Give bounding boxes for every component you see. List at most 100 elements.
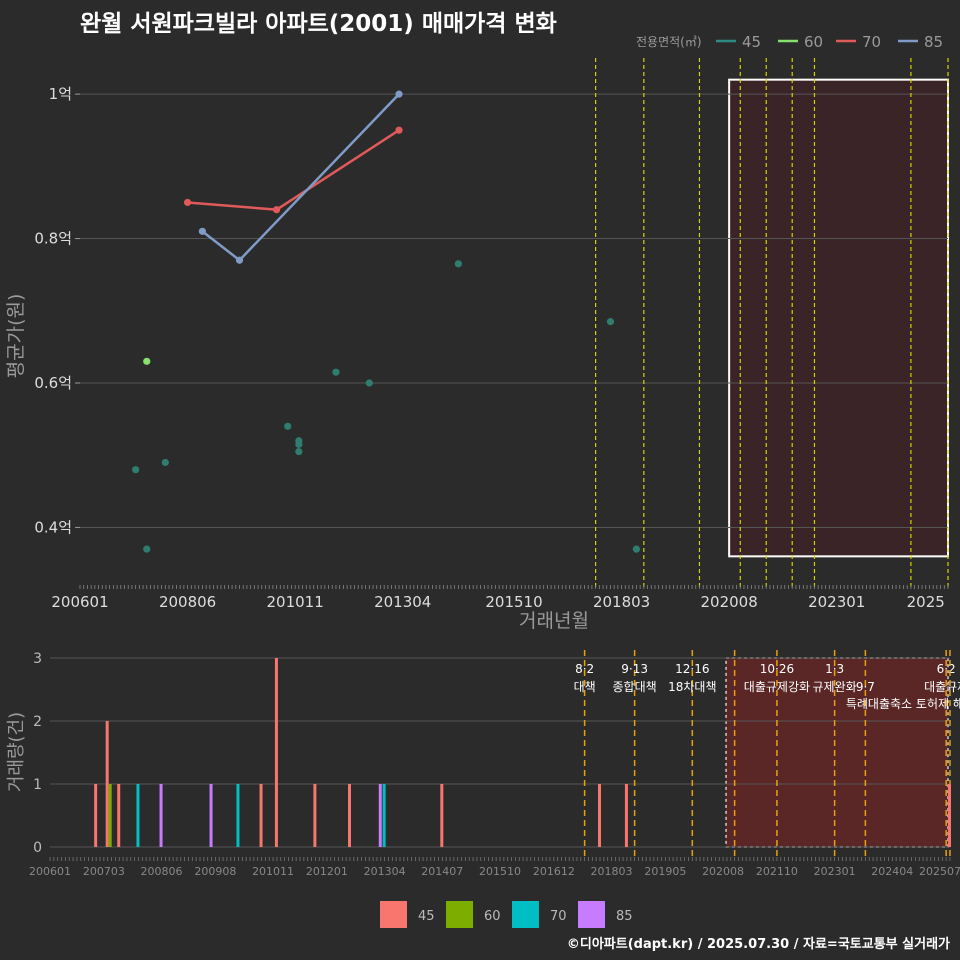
legend-swatch-45 [380,901,407,928]
data-point-70 [272,206,281,214]
legend-label-45: 45 [742,33,761,51]
data-point-45 [295,448,303,456]
y-tick-label: 0 [33,840,42,856]
bar-45 [348,784,351,847]
y-tick-label: 0.4억 [34,518,72,536]
data-point-45 [632,545,641,553]
legend-swatch-70 [512,901,539,928]
y-tick-label: 3 [33,651,42,667]
policy-label: 대출규제강화 [744,680,810,694]
bar-45 [117,784,121,847]
data-point-45 [143,545,151,553]
y-tick-label: 0.8억 [34,230,72,248]
legend-label-70: 70 [862,33,881,51]
x-tick-label: 201011 [252,865,294,878]
x-tick-label: 202301 [808,593,865,611]
bar-45 [624,784,628,847]
policy-label: 규제완화 [813,680,857,694]
x-tick-label: 201304 [364,865,406,878]
policy-label: 대책 [574,679,596,694]
highlight-period-box [725,657,949,848]
chart-title: 완월 서원파크빌라 아파트(2001) 매매가격 변화 [80,11,557,37]
bar-70 [236,784,240,847]
data-point-45 [284,422,292,430]
bar-45 [948,784,951,847]
series-line-85 [201,93,400,262]
x-tick-label: 200703 [83,865,125,878]
policy-date: 10·26 [760,662,794,676]
policy-label: 대출규제 [924,680,960,694]
volume-chart: 0 1 2 3 8·2 대책 9·13 종합대책 12·16 18차대책 10·26 대출규제강화 1·… [6,650,960,928]
x-axis-title: 거래년월 [519,610,589,632]
y-tick-label: 1 [33,777,42,793]
bar-70 [382,784,386,847]
x-tick-label: 200908 [194,865,236,878]
data-point-45 [161,458,169,467]
data-point-45 [132,466,140,474]
bar-85 [378,784,382,847]
x-tick-label: 202301 [814,865,856,878]
data-point-45 [332,368,340,376]
legend-swatch-85 [578,901,605,928]
bar-45 [598,784,601,847]
x-tick-label: 201803 [593,593,650,611]
y-axis-title: 평균가(원) [5,294,27,379]
data-point-85 [395,90,403,98]
highlight-period-box [728,78,950,558]
x-tick-label: 201407 [421,865,463,878]
y-tick-label: 0.6억 [34,374,72,392]
x-tick-label: 2025 [907,593,945,611]
y-tick-label: 1억 [49,85,72,103]
x-tick-label: 202008 [702,865,744,878]
bar-45 [259,784,263,847]
y-axis-title: 거래량(건) [6,712,27,792]
bar-45 [105,721,109,847]
data-point-45 [295,437,303,445]
x-tick-label: 201905 [644,865,686,878]
legend-label-85: 85 [924,33,943,51]
bar-60 [108,784,112,847]
policy-date: 6·2 [937,662,956,676]
bar-45 [440,784,444,847]
bar-45 [274,658,278,847]
legend-label-85: 85 [616,909,633,924]
policy-label: 종합대책 [613,679,657,694]
x-tick-label: 201510 [479,865,521,878]
x-tick-label: 202507 [919,865,960,878]
data-point-70 [395,126,403,134]
legend-swatch-60 [446,901,473,928]
data-point-85 [235,256,244,264]
source-credit: ©디아파트(dapt.kr) / 2025.07.30 / 자료=국토교통부 실… [566,937,950,952]
data-point-45 [606,318,615,326]
x-tick-label: 201510 [485,593,542,611]
legend-label-60: 60 [804,33,823,51]
legend-label-70: 70 [550,909,567,924]
legend-label-60: 60 [484,909,501,924]
y-tick-label: 2 [33,714,42,730]
series-line-70 [187,129,400,211]
x-tick-label: 201201 [306,865,348,878]
bar-70 [136,784,140,847]
bar-85 [209,784,213,847]
x-tick-label: 202008 [701,593,758,611]
x-tick-label: 202404 [871,865,913,878]
x-tick-label: 200601 [51,593,108,611]
data-point-70 [183,198,192,207]
x-tick-label: 200806 [141,865,183,878]
data-point-45 [454,260,462,268]
legend-label-45: 45 [418,909,435,924]
data-point-85 [198,227,207,235]
policy-label: 18차대책 [668,679,716,694]
price-chart: 0.4억 0.6억 0.8억 1억 200601 200806 201011 201304 20… [5,33,950,632]
x-tick-label: 200806 [159,593,216,611]
x-tick-label: 201304 [374,593,431,611]
legend-title: 전용면적(㎡) [636,35,702,49]
policy-date: 1·3 [825,662,844,676]
policy-date: 9·13 [621,662,648,676]
bar-45 [313,784,317,847]
data-point-60 [143,357,151,365]
data-point-45 [365,379,373,387]
policy-label: 특례대출축소 토허제 해제 [846,697,960,711]
policy-date: 12·16 [675,662,709,676]
x-tick-label: 202110 [756,865,798,878]
